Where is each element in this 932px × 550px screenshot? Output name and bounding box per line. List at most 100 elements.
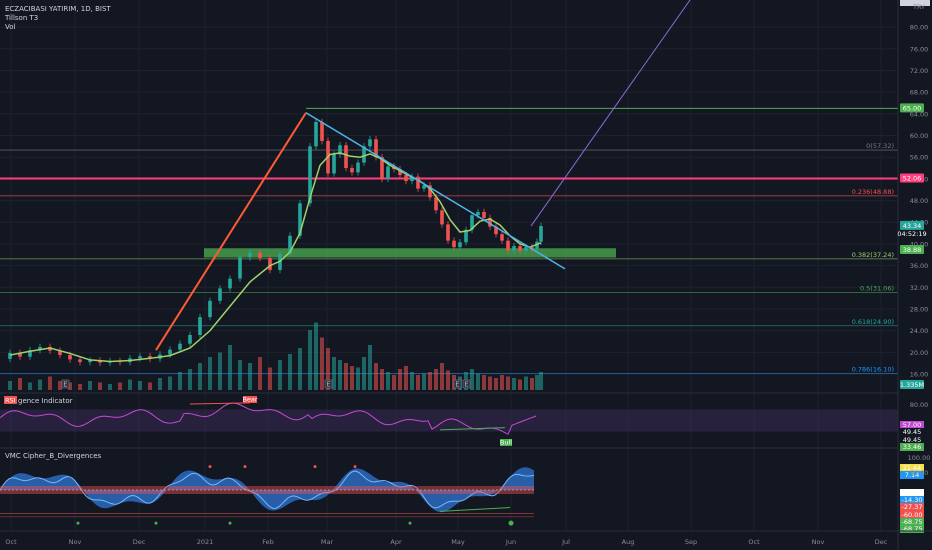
- candle[interactable]: [332, 154, 336, 174]
- candle[interactable]: [452, 240, 456, 248]
- horizontal-levels: [0, 107, 898, 180]
- rsi-title[interactable]: gence Indicator: [18, 397, 73, 405]
- candle[interactable]: [446, 224, 450, 241]
- candle[interactable]: [368, 139, 372, 147]
- rsi-value-label: 33.46: [903, 443, 922, 451]
- rsi-line[interactable]: [0, 402, 537, 435]
- candle[interactable]: [470, 215, 474, 230]
- candle[interactable]: [68, 355, 72, 360]
- candle[interactable]: [48, 346, 52, 351]
- candle[interactable]: [248, 252, 252, 258]
- candle[interactable]: [308, 146, 312, 204]
- candle[interactable]: [58, 350, 62, 356]
- candle[interactable]: [288, 235, 292, 254]
- candle[interactable]: [494, 226, 498, 235]
- volume-bar: [288, 354, 292, 390]
- candle[interactable]: [434, 197, 438, 211]
- candle[interactable]: [258, 252, 262, 259]
- candle[interactable]: [464, 229, 468, 243]
- vmc-buy-dot: [408, 521, 412, 525]
- candle[interactable]: [320, 121, 324, 141]
- volume-bar: [314, 322, 318, 390]
- candle[interactable]: [500, 234, 504, 241]
- candle[interactable]: [138, 356, 142, 359]
- candle[interactable]: [356, 162, 360, 173]
- price-tick-label: 56.00: [910, 154, 929, 162]
- earnings-marker-1[interactable]: [324, 379, 333, 389]
- rally-trend-line[interactable]: [155, 112, 307, 351]
- candles[interactable]: [8, 118, 543, 366]
- vmc-value-tag-bg: [900, 511, 924, 519]
- candle[interactable]: [380, 157, 384, 179]
- candle[interactable]: [98, 360, 102, 363]
- trend-lines[interactable]: [155, 0, 691, 351]
- candle[interactable]: [524, 247, 528, 251]
- candle[interactable]: [512, 246, 516, 251]
- candle[interactable]: [535, 241, 539, 250]
- candle[interactable]: [539, 226, 543, 242]
- candle[interactable]: [476, 211, 480, 216]
- resistance-tag: 52.06: [903, 175, 922, 183]
- volume-bar: [148, 382, 152, 390]
- price-tick-label: 20.00: [910, 349, 929, 357]
- earnings-marker-label: E: [326, 381, 330, 389]
- earnings-marker-0[interactable]: [61, 379, 70, 389]
- candle[interactable]: [198, 317, 202, 335]
- candle[interactable]: [228, 278, 232, 289]
- candle[interactable]: [518, 246, 522, 251]
- volume-bar: [198, 363, 202, 390]
- candle[interactable]: [338, 145, 342, 155]
- candle[interactable]: [8, 352, 12, 359]
- candle[interactable]: [440, 210, 444, 225]
- candle[interactable]: [488, 217, 492, 227]
- vmc-title[interactable]: VMC Cipher_B_Divergences: [5, 452, 102, 460]
- time-axis[interactable]: Oct Nov Dec 2021 Feb Mar Apr May Jun Jul Aug Sep Oct…: [5, 538, 887, 546]
- rsi-title-prefix: RSI: [5, 397, 16, 405]
- candle[interactable]: [28, 350, 32, 357]
- candle[interactable]: [362, 146, 366, 163]
- candle[interactable]: [404, 175, 408, 182]
- candle[interactable]: [178, 343, 182, 350]
- candle[interactable]: [148, 356, 152, 359]
- earnings-marker-3[interactable]: [462, 379, 471, 389]
- volume-bar: [434, 369, 438, 390]
- candle[interactable]: [238, 257, 242, 279]
- t3-line[interactable]: [9, 152, 542, 363]
- candle[interactable]: [18, 352, 22, 357]
- candle[interactable]: [386, 166, 390, 179]
- candle[interactable]: [428, 185, 432, 198]
- candle[interactable]: [314, 121, 318, 147]
- candle[interactable]: [344, 145, 348, 169]
- candle[interactable]: [398, 169, 402, 176]
- volume-bar: [228, 345, 232, 390]
- candle[interactable]: [78, 359, 82, 363]
- rsi-value-tag-bg: [900, 428, 924, 436]
- volume-bar: [238, 360, 242, 390]
- candle[interactable]: [482, 211, 486, 218]
- candle[interactable]: [350, 168, 354, 173]
- earnings-marker-2[interactable]: [453, 379, 462, 389]
- candle[interactable]: [374, 139, 378, 158]
- vmc-sell-dot: [313, 465, 317, 469]
- candle[interactable]: [188, 334, 192, 344]
- currency-label: TRY: [912, 3, 925, 11]
- candle[interactable]: [88, 360, 92, 363]
- projection-line[interactable]: [530, 0, 691, 227]
- candle[interactable]: [506, 240, 510, 251]
- downtrend-line[interactable]: [305, 112, 566, 270]
- fib-label-0: 0(57.32): [866, 142, 894, 150]
- indicator-volume[interactable]: Vol: [5, 23, 16, 31]
- candle[interactable]: [38, 346, 42, 351]
- candle[interactable]: [458, 242, 462, 248]
- candle[interactable]: [218, 288, 222, 301]
- symbol-title[interactable]: ECZACIBASI YATIRIM, 1D, BIST: [5, 5, 111, 13]
- candle[interactable]: [410, 176, 414, 182]
- candle[interactable]: [168, 349, 172, 355]
- candle[interactable]: [422, 185, 426, 189]
- candle[interactable]: [268, 258, 272, 270]
- candle[interactable]: [208, 300, 212, 318]
- candle[interactable]: [416, 176, 420, 189]
- candle[interactable]: [298, 203, 302, 236]
- indicator-tillson-t3[interactable]: Tillson T3: [4, 14, 38, 22]
